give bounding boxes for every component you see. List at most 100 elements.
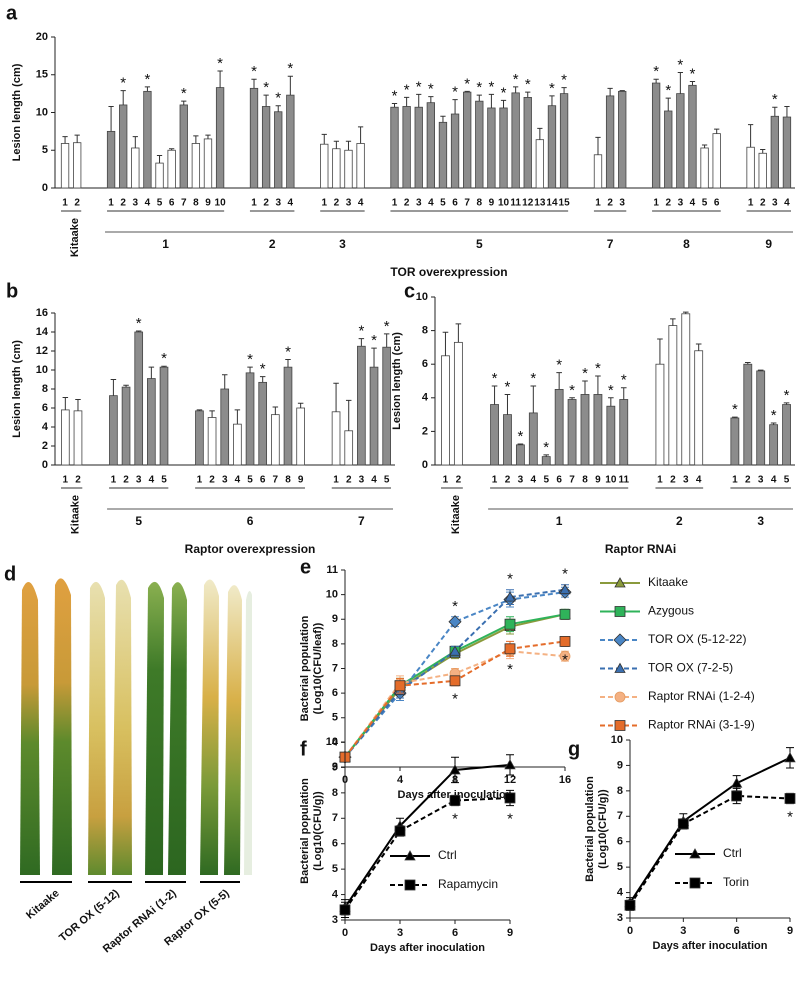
y-tick-label: 11 <box>326 564 338 576</box>
x-tick-label: 6 <box>260 475 266 486</box>
x-tick-label: 3 <box>758 475 764 486</box>
y-axis-title: Lesion length (cm) <box>11 340 23 438</box>
y-tick-label: 2 <box>42 440 48 452</box>
y-tick-label: 8 <box>617 785 623 797</box>
y-tick-label: 5 <box>332 712 338 724</box>
error-bar <box>120 90 126 105</box>
significance-mark: * <box>549 80 555 97</box>
bar <box>207 417 217 466</box>
error-bar <box>440 115 446 123</box>
error-bar <box>525 91 531 98</box>
group-label: 1 <box>556 514 563 528</box>
group-label: 3 <box>757 514 764 528</box>
marker <box>504 618 516 630</box>
error-bar <box>608 397 614 407</box>
error-bar <box>383 333 390 348</box>
bar <box>619 399 629 466</box>
significance-mark: * <box>371 332 377 349</box>
error-bar <box>259 376 266 383</box>
x-tick-label: 12 <box>504 774 516 786</box>
bar <box>593 154 603 189</box>
marker <box>504 792 516 804</box>
error-bar <box>75 398 81 411</box>
error-bar <box>135 330 142 332</box>
legend-label: TOR OX (5-12-22) <box>648 632 746 646</box>
significance-mark: * <box>507 811 513 828</box>
bar <box>567 399 577 466</box>
significance-mark: * <box>217 55 223 72</box>
significance-mark: * <box>464 75 470 92</box>
bar <box>159 366 169 466</box>
x-tick-label: 1 <box>443 475 449 486</box>
bar <box>605 95 615 189</box>
y-tick-label: 8 <box>422 325 428 337</box>
x-tick-label: 3 <box>222 475 228 486</box>
y-tick-label: 14 <box>36 326 49 338</box>
error-bar <box>297 402 304 408</box>
x-tick-label: 1 <box>108 198 114 209</box>
x-tick-label: 4 <box>358 198 364 209</box>
error-bar <box>333 140 339 149</box>
y-tick-label: 6 <box>42 402 48 414</box>
significance-mark: * <box>677 56 683 73</box>
bar <box>523 97 532 189</box>
bar <box>547 105 557 189</box>
x-tick-label: 2 <box>665 198 671 209</box>
bar <box>106 130 116 189</box>
bar <box>499 107 508 189</box>
x-tick-label: 3 <box>683 475 689 486</box>
y-tick-label: 6 <box>422 358 428 370</box>
significance-mark: * <box>416 78 422 95</box>
group-label: 2 <box>676 514 683 528</box>
error-bar <box>677 71 683 94</box>
bar <box>743 363 753 466</box>
significance-mark: * <box>595 360 601 377</box>
x-tick-label: 7 <box>569 475 575 486</box>
y-tick-label: 10 <box>326 736 338 748</box>
marker <box>559 650 571 662</box>
x-tick-label: 1 <box>732 475 738 486</box>
bar <box>535 139 545 189</box>
x-tick-label: 9 <box>787 925 793 937</box>
error-bar <box>251 78 257 89</box>
marker <box>394 825 406 837</box>
group-label: 6 <box>247 514 254 528</box>
significance-mark: * <box>562 566 568 583</box>
x-tick-label: 3 <box>772 198 778 209</box>
y-tick-label: 15 <box>36 69 48 81</box>
error-bar <box>74 134 80 143</box>
bar <box>541 456 551 466</box>
legend-label: Azygous <box>648 604 694 618</box>
bar <box>331 411 341 466</box>
x-tick-label: 2 <box>505 475 511 486</box>
x-tick-label: 3 <box>416 198 422 209</box>
error-bar <box>595 136 601 155</box>
bar <box>320 143 329 189</box>
bar <box>215 87 225 189</box>
x-tick-label: 4 <box>371 475 377 486</box>
x-tick-label: 2 <box>209 475 215 486</box>
bar <box>676 93 685 189</box>
group-label: 3 <box>339 237 346 251</box>
bar <box>668 325 678 466</box>
x-tick-label: 1 <box>657 475 663 486</box>
y-tick-label: 8 <box>332 638 338 650</box>
x-tick-label: 15 <box>559 198 571 209</box>
error-bar <box>619 90 625 92</box>
error-bar <box>665 97 671 111</box>
significance-mark: * <box>653 63 659 80</box>
x-tick-label: 2 <box>75 475 81 486</box>
x-tick-label: 0 <box>342 927 348 939</box>
error-bar <box>757 369 764 371</box>
error-bar <box>537 127 543 140</box>
error-bar <box>272 406 279 415</box>
leaf <box>88 581 106 875</box>
x-tick-label: 7 <box>273 475 279 486</box>
bar <box>296 407 305 466</box>
leaf <box>224 585 242 875</box>
bar <box>770 115 779 189</box>
reference-label: Kitaake <box>70 495 82 534</box>
bar <box>490 404 499 466</box>
panel-letter: g <box>568 738 580 760</box>
bar <box>453 341 463 466</box>
